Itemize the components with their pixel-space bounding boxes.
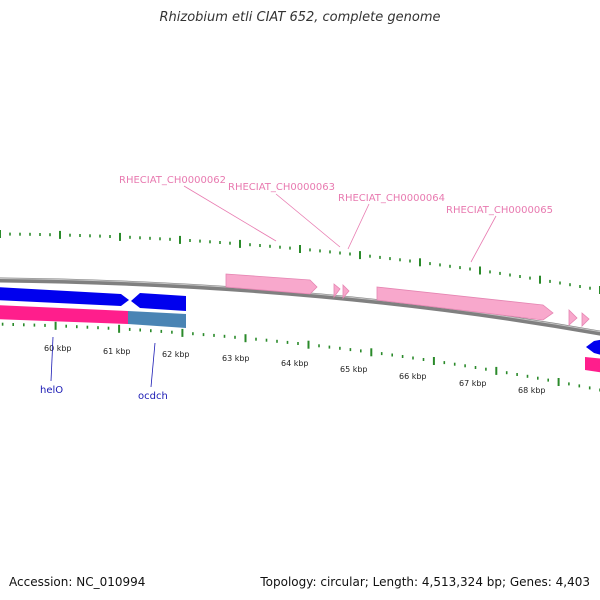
- locus-label-65[interactable]: RHECIAT_CH0000065: [446, 205, 553, 216]
- accession-text: Accession: NC_010994: [9, 575, 146, 589]
- locus-gene-63-arrow[interactable]: [333, 283, 341, 299]
- locus-gene-62-arrow[interactable]: [225, 273, 318, 295]
- scale-label-68kbp: 68 kbp: [518, 386, 546, 395]
- gene-label-ocdch[interactable]: ocdch: [138, 391, 168, 402]
- locus-label-63[interactable]: RHECIAT_CH0000063: [228, 182, 335, 193]
- scale-label-67kbp: 67 kbp: [459, 379, 487, 388]
- scale-label-65kbp: 65 kbp: [340, 365, 368, 374]
- ocdch-leader: [150, 342, 156, 388]
- helO-gene-bar[interactable]: [0, 305, 128, 324]
- scale-label-62kbp: 62 kbp: [162, 350, 190, 359]
- locus-gene-67-arrow[interactable]: [581, 312, 590, 327]
- locus-gene-64-arrow[interactable]: [342, 284, 350, 300]
- reverse-gene-bar-right[interactable]: [585, 357, 600, 373]
- forward-gene-arrow-right[interactable]: [586, 339, 600, 356]
- map-title: Rhizobium etli CIAT 652, complete genome: [159, 10, 441, 25]
- locus-label-63-leader: [275, 193, 341, 248]
- inner-tick-track: [1, 321, 600, 392]
- gene-label-helO[interactable]: helO: [40, 385, 63, 396]
- outer-tick-track: [0, 230, 600, 294]
- locus-label-64[interactable]: RHECIAT_CH0000064: [338, 193, 445, 204]
- locus-label-64-leader: [347, 203, 370, 250]
- scale-label-63kbp: 63 kbp: [222, 354, 250, 363]
- forward-gene-arrow[interactable]: [131, 293, 186, 311]
- locus-label-62[interactable]: RHECIAT_CH0000062: [119, 175, 226, 186]
- ocdch-gene-bar[interactable]: [128, 311, 186, 328]
- helO-leader: [50, 336, 54, 382]
- scale-label-64kbp: 64 kbp: [281, 359, 309, 368]
- scale-label-61kbp: 61 kbp: [103, 347, 131, 356]
- genome-summary-text: Topology: circular; Length: 4,513,324 bp…: [260, 575, 590, 589]
- locus-gene-66-arrow[interactable]: [568, 309, 578, 326]
- scale-label-60kbp: 60 kbp: [44, 344, 72, 353]
- locus-label-65-leader: [470, 215, 497, 263]
- locus-gene-65-arrow[interactable]: [376, 286, 554, 321]
- locus-label-62-leader: [183, 185, 277, 242]
- genome-backbone: [0, 277, 600, 336]
- forward-gene-arrow[interactable]: [0, 287, 129, 306]
- scale-label-66kbp: 66 kbp: [399, 372, 427, 381]
